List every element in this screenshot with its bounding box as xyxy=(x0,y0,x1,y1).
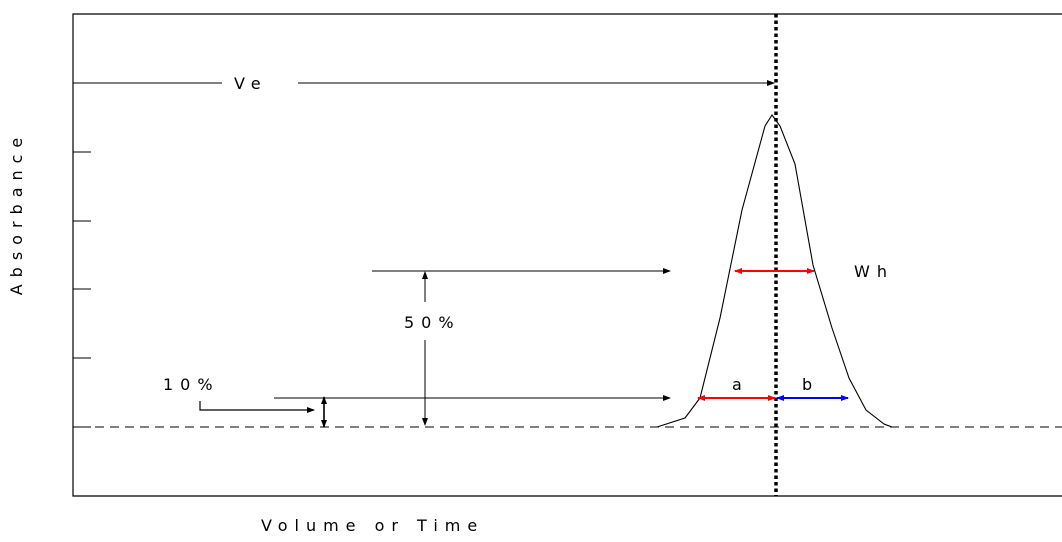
ten-label: 10% xyxy=(163,375,220,394)
ten-pointer xyxy=(199,401,315,413)
ve-label: Ve xyxy=(234,74,268,93)
peak-curve xyxy=(656,114,893,428)
half-label: 50% xyxy=(404,313,461,332)
b-label: b xyxy=(802,375,819,394)
plot-frame xyxy=(72,13,1062,497)
x-axis-label: Volume or Time xyxy=(261,516,484,535)
y-axis-ticks xyxy=(73,13,91,497)
y-axis-label: Absorbance xyxy=(7,131,26,296)
wh-label: Wh xyxy=(854,262,894,281)
a-label: a xyxy=(732,375,749,394)
